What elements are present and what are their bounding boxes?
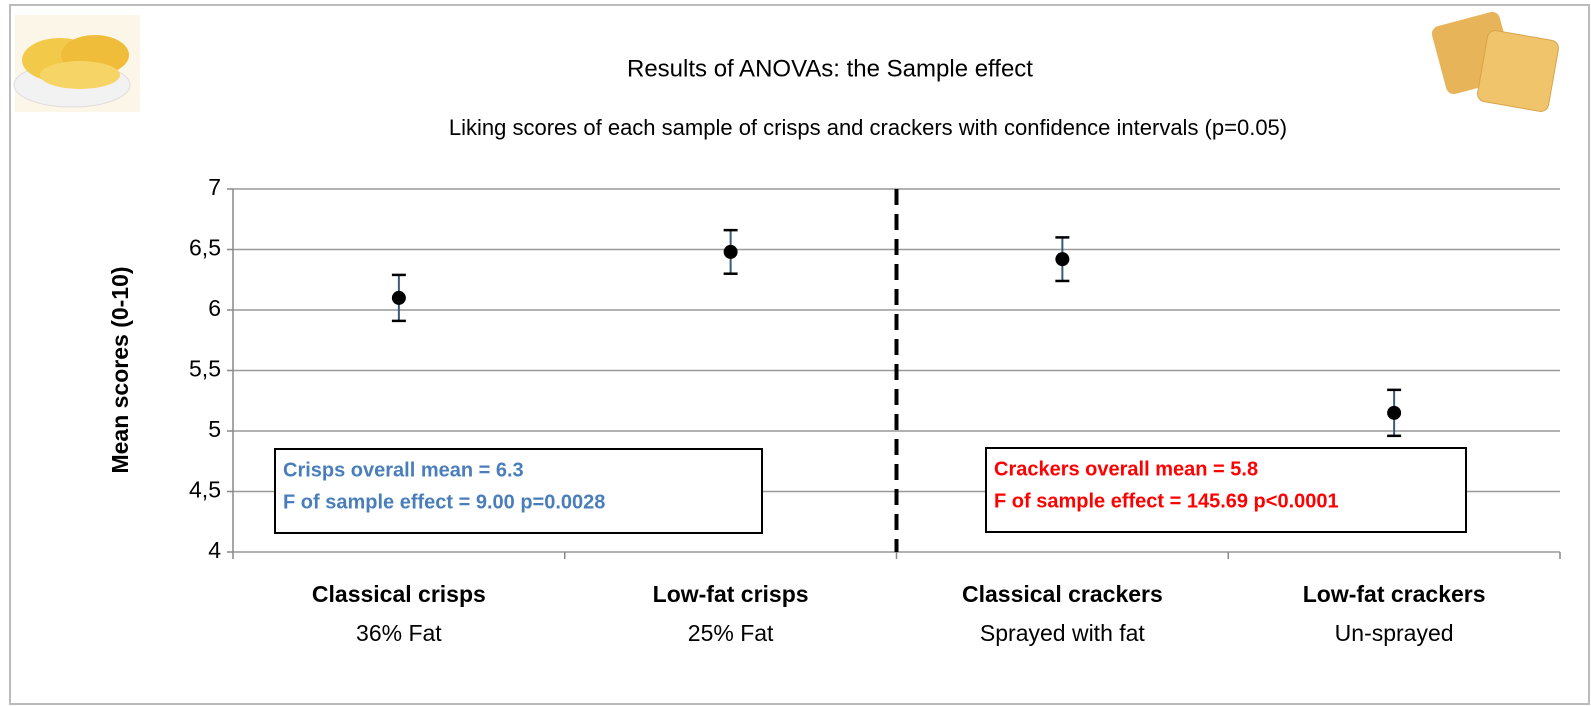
crackers-image: [1431, 11, 1559, 112]
point: [391, 290, 406, 305]
y-tick-label: 6,5: [189, 235, 221, 261]
x-tick-sublabel: Un-sprayed: [1335, 620, 1454, 646]
x-tick-label: Low-fat crackers: [1303, 581, 1486, 607]
annotation-box: [274, 448, 763, 534]
point: [1387, 405, 1402, 420]
y-tick-label: 7: [208, 174, 221, 200]
point: [1055, 252, 1070, 267]
annotation-text: F of sample effect = 145.69 p<0.0001: [994, 490, 1339, 512]
chart-title: Results of ANOVAs: the Sample effect: [627, 55, 1033, 82]
point: [723, 244, 738, 259]
x-tick-label: Classical crisps: [312, 581, 486, 607]
annotation-text: F of sample effect = 9.00 p=0.0028: [283, 491, 605, 513]
x-tick-label: Low-fat crisps: [653, 581, 809, 607]
crisps-image: [13, 15, 140, 112]
y-tick-label: 4: [208, 537, 221, 563]
chart-subtitle: Liking scores of each sample of crisps a…: [449, 115, 1287, 140]
y-tick-label: 4,5: [189, 477, 221, 503]
annotation-text: Crisps overall mean = 6.3: [283, 459, 524, 481]
x-tick-sublabel: 36% Fat: [356, 620, 442, 646]
y-axis-label: Mean scores (0-10): [107, 266, 133, 473]
x-tick-sublabel: 25% Fat: [688, 620, 774, 646]
annotation-text: Crackers overall mean = 5.8: [994, 458, 1258, 480]
y-tick-label: 5: [208, 416, 221, 442]
y-tick-label: 5,5: [189, 356, 221, 382]
x-tick-sublabel: Sprayed with fat: [980, 620, 1146, 646]
y-tick-label: 6: [208, 295, 221, 321]
x-tick-label: Classical crackers: [962, 581, 1163, 607]
annotation-box: [985, 447, 1467, 533]
frame: [9, 4, 1590, 705]
